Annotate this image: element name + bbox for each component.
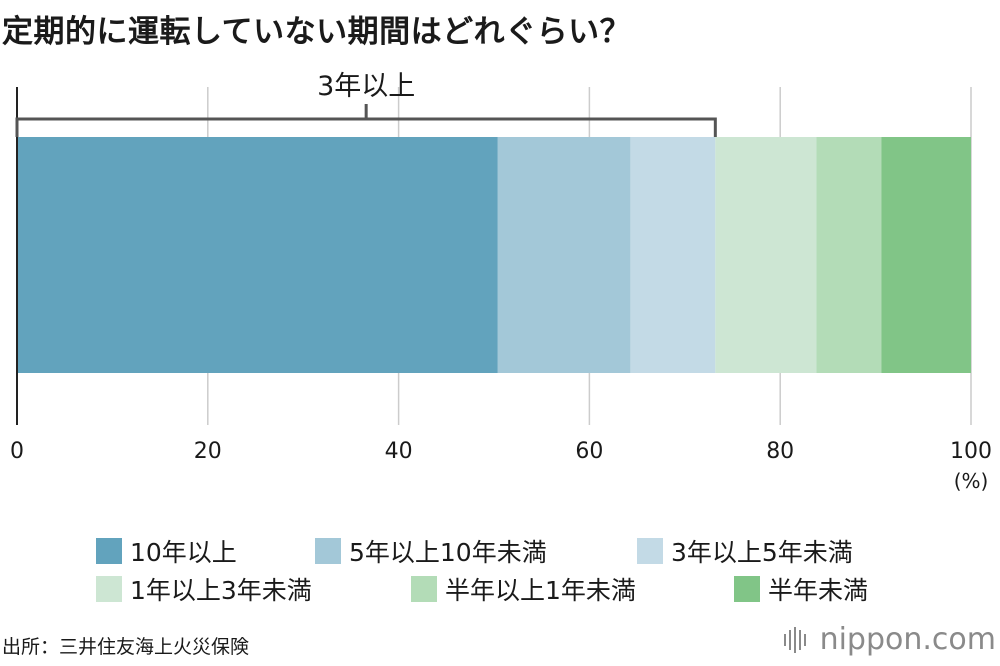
legend-item-5: 半年未満 — [734, 571, 868, 607]
tick-label-60: 60 — [575, 439, 603, 464]
legend-item-0: 10年以上 — [96, 533, 237, 569]
legend-item-4: 半年以上1年未満 — [411, 571, 636, 607]
legend-swatch-4 — [411, 576, 437, 602]
bar-segment-4 — [816, 137, 882, 373]
legend-item-2: 3年以上5年未満 — [637, 533, 853, 569]
tick-label-100: 100 — [950, 439, 992, 464]
legend-label-1: 5年以上10年未満 — [349, 538, 547, 567]
bar-segment-1 — [497, 137, 631, 373]
tick-label-40: 40 — [385, 439, 413, 464]
legend-label-0: 10年以上 — [130, 538, 237, 567]
tick-label-80: 80 — [766, 439, 794, 464]
bar-segment-3 — [715, 137, 817, 373]
legend-swatch-2 — [637, 538, 663, 564]
nippon-logo[interactable]: nippon.com — [782, 622, 996, 657]
source-note: 出所：三井住友海上火災保険 — [2, 636, 250, 658]
tick-label-0: 0 — [10, 439, 24, 464]
legend-swatch-3 — [96, 576, 122, 602]
logo-text: nippon.com — [819, 622, 996, 657]
unit-label: (%) — [954, 469, 989, 493]
legend-swatch-5 — [734, 576, 760, 602]
bar-segment-2 — [630, 137, 716, 373]
legend-item-3: 1年以上3年未満 — [96, 571, 312, 607]
annotation-label: 3年以上 — [317, 71, 415, 102]
bar-segment-5 — [881, 137, 971, 373]
legend-label-5: 半年未満 — [768, 576, 869, 605]
bar-segment-0 — [17, 137, 498, 373]
legend-swatch-0 — [96, 538, 122, 564]
stacked-bar-chart: 0 20 40 60 80 100 (%) 3年以上 — [10, 71, 992, 493]
tick-label-20: 20 — [194, 439, 222, 464]
legend-label-2: 3年以上5年未満 — [671, 538, 853, 567]
annotation-bracket — [15, 104, 717, 137]
legend-item-1: 5年以上10年未満 — [315, 533, 547, 569]
chart-title: 定期的に運転していない期間はどれぐらい？ — [2, 14, 632, 50]
legend-swatch-1 — [315, 538, 341, 564]
legend-label-4: 半年以上1年未満 — [445, 576, 636, 605]
legend-label-3: 1年以上3年未満 — [130, 576, 312, 605]
nippon-bars-icon — [782, 625, 812, 655]
